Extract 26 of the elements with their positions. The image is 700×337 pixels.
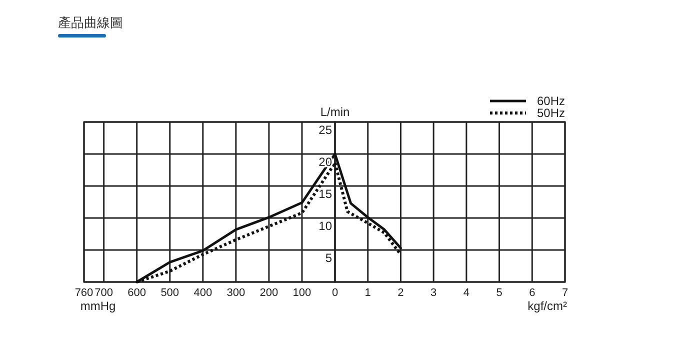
x-tick-label: 200: [260, 287, 278, 299]
x-tick-label: 1: [364, 287, 371, 299]
chart-title: 產品曲線圖: [58, 15, 123, 30]
x-tick-label: 700: [94, 287, 113, 299]
x-tick-label: 500: [160, 287, 180, 299]
y-tick-label: 15: [318, 187, 332, 201]
x-tick-label: 7: [562, 287, 568, 299]
x-tick-label: 0: [332, 287, 338, 299]
x-axis-title: kgf/cm²: [528, 299, 567, 313]
y-axis-title: L/min: [320, 105, 350, 119]
x-tick-label: 3: [430, 287, 437, 299]
x-axis-title: mmHg: [80, 299, 116, 313]
x-tick-label: 6: [529, 287, 536, 299]
x-tick-label: 600: [128, 287, 146, 299]
y-tick-label: 10: [318, 219, 332, 233]
x-tick-label: 4: [463, 287, 470, 299]
x-tick-label: 2: [398, 287, 404, 299]
x-tick-label: 100: [292, 287, 312, 299]
x-tick-label: 400: [194, 287, 212, 299]
y-tick-label: 5: [325, 251, 332, 265]
x-tick-label: 5: [496, 287, 502, 299]
legend-label: 60Hz: [536, 94, 565, 108]
legend-label: 50Hz: [536, 106, 565, 120]
x-tick-label: 300: [226, 287, 246, 299]
y-tick-label: 25: [318, 123, 332, 137]
x-tick-label: 760: [74, 287, 94, 299]
